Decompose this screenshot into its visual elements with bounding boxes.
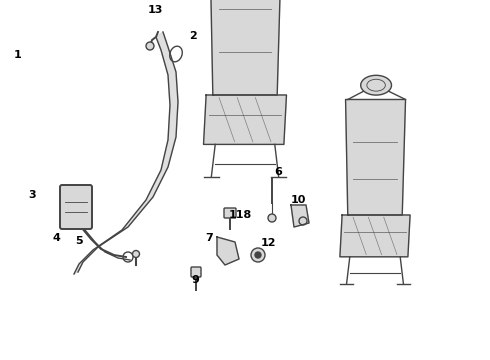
Text: 2: 2 xyxy=(189,31,197,41)
FancyBboxPatch shape xyxy=(60,185,92,229)
Circle shape xyxy=(251,248,265,262)
Polygon shape xyxy=(203,95,287,144)
Polygon shape xyxy=(74,32,178,274)
Text: 12: 12 xyxy=(260,238,276,248)
Circle shape xyxy=(268,214,276,222)
Text: 118: 118 xyxy=(228,210,252,220)
Text: 13: 13 xyxy=(147,5,163,15)
Text: 5: 5 xyxy=(75,236,83,246)
Text: 9: 9 xyxy=(191,275,199,285)
Text: 10: 10 xyxy=(290,195,306,205)
Text: 7: 7 xyxy=(205,233,213,243)
Text: 6: 6 xyxy=(274,167,282,177)
Polygon shape xyxy=(217,237,239,265)
FancyBboxPatch shape xyxy=(224,208,236,218)
Circle shape xyxy=(132,251,140,257)
Polygon shape xyxy=(291,205,309,227)
Text: 3: 3 xyxy=(28,190,36,200)
Polygon shape xyxy=(210,0,281,95)
Polygon shape xyxy=(340,215,410,257)
FancyBboxPatch shape xyxy=(191,267,201,277)
Circle shape xyxy=(255,252,261,258)
Circle shape xyxy=(146,42,154,50)
Text: 4: 4 xyxy=(52,233,60,243)
Ellipse shape xyxy=(361,75,392,95)
Text: 1: 1 xyxy=(14,50,22,60)
Polygon shape xyxy=(345,99,406,215)
